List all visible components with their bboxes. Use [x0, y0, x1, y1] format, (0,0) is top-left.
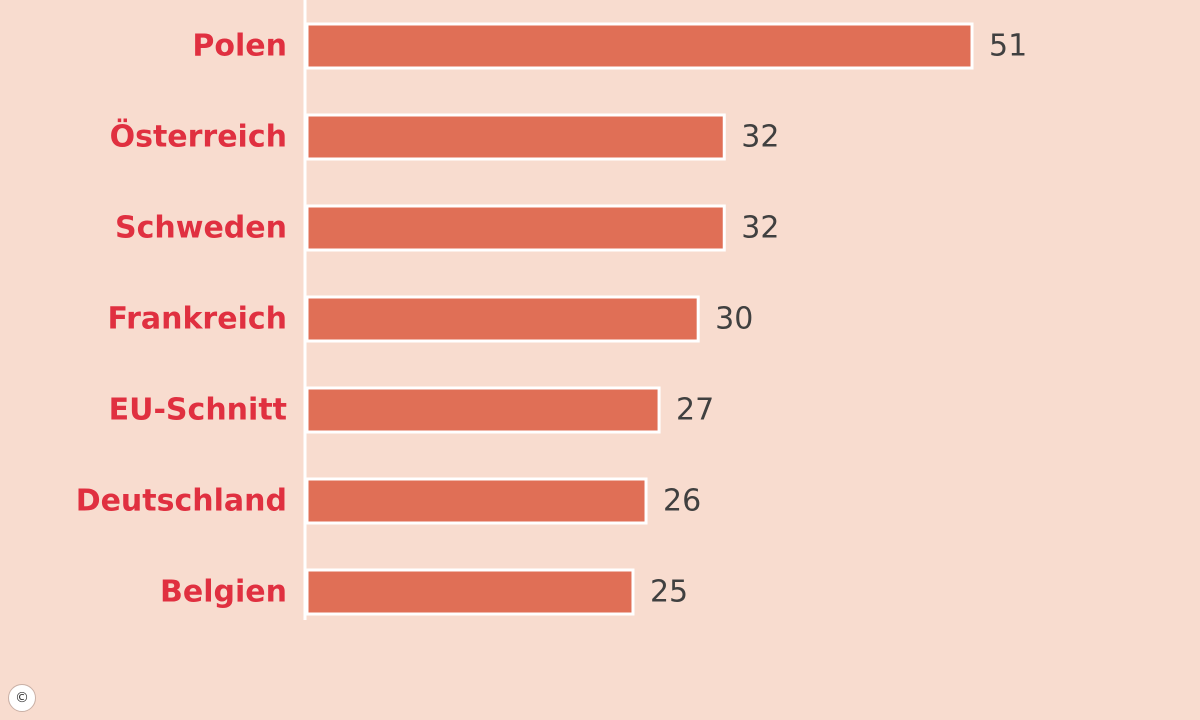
category-label-6: Belgien — [160, 575, 287, 610]
bars-layer — [305, 22, 974, 616]
bar-6 — [305, 568, 635, 616]
bar-0 — [305, 22, 974, 70]
value-label-4: 27 — [676, 393, 714, 428]
category-label-5: Deutschland — [76, 484, 287, 519]
bar-1 — [305, 113, 726, 161]
bar-2 — [305, 204, 726, 252]
value-label-0: 51 — [989, 29, 1027, 64]
value-label-2: 32 — [741, 211, 779, 246]
category-label-3: Frankreich — [108, 302, 288, 337]
labels-layer: Polen 51 Österreich 32 Schweden 32 Frankreich 3… — [76, 29, 1028, 610]
value-label-5: 26 — [663, 484, 701, 519]
copyright-icon: © — [8, 684, 36, 712]
category-label-0: Polen — [192, 29, 287, 64]
value-label-3: 30 — [715, 302, 753, 337]
category-label-2: Schweden — [115, 211, 287, 246]
category-label-1: Österreich — [110, 118, 287, 155]
value-label-1: 32 — [741, 120, 779, 155]
bar-3 — [305, 295, 700, 343]
category-label-4: EU-Schnitt — [109, 393, 287, 428]
bar-5 — [305, 477, 648, 525]
bar-4 — [305, 386, 661, 434]
value-label-6: 25 — [650, 575, 688, 610]
